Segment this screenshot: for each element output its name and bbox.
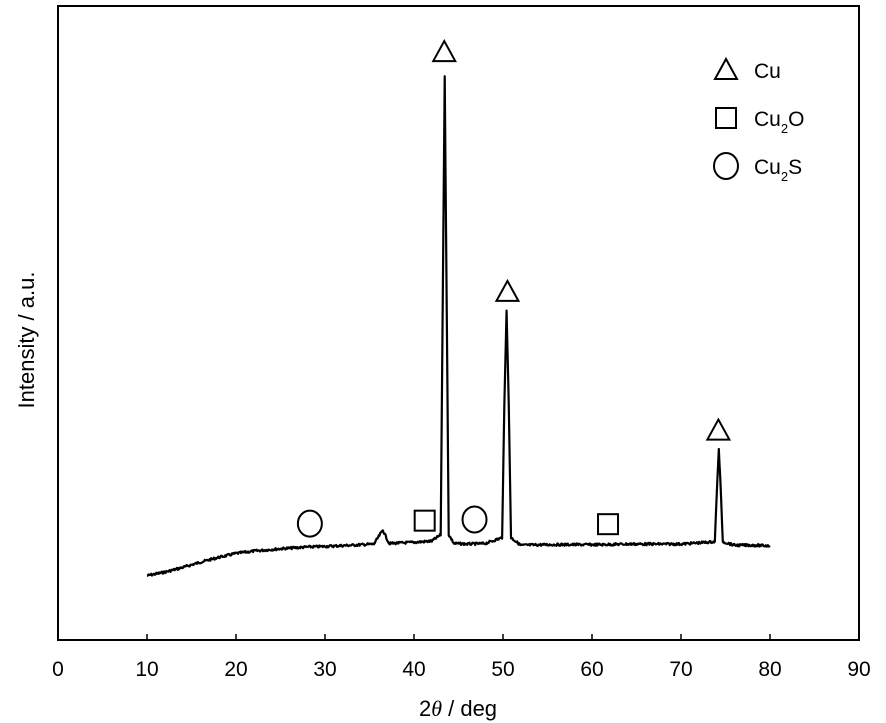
- x-tick-label: 70: [669, 658, 692, 681]
- legend-label: Cu2S: [754, 156, 802, 184]
- xrd-pattern-line: [146, 75, 771, 577]
- legend-circle-icon: [713, 152, 739, 180]
- marker-square-cu2o: [597, 513, 620, 536]
- legend-label: Cu2O: [754, 108, 804, 136]
- x-axis-label: 2θ / deg: [419, 696, 497, 721]
- marker-triangle-cu: [705, 417, 732, 441]
- series-layer: [146, 75, 771, 577]
- marker-triangle-cu: [494, 278, 521, 302]
- x-tick-label: 40: [402, 658, 425, 681]
- y-axis-label: Intensity / a.u.: [14, 272, 39, 409]
- x-tick-label: 80: [758, 658, 781, 681]
- marker-circle-cu2s: [296, 509, 323, 538]
- x-tick-label: 90: [847, 658, 870, 681]
- x-tick-label: 20: [224, 658, 247, 681]
- phase-markers: [296, 38, 732, 538]
- legend: Cu Cu2O Cu2S: [713, 56, 804, 184]
- marker-square-cu2o: [413, 509, 436, 532]
- legend-square-icon: [715, 107, 737, 129]
- x-tick-label: 50: [491, 658, 514, 681]
- x-axis-ticks: 0 10 20 30 40 50 60 70 80 90: [52, 634, 871, 681]
- legend-label: Cu: [754, 60, 781, 83]
- plot-frame: [57, 5, 860, 641]
- legend-triangle-icon: [713, 56, 739, 80]
- marker-triangle-cu: [431, 38, 457, 63]
- marker-circle-cu2s: [461, 505, 488, 534]
- x-tick-label: 0: [52, 658, 64, 681]
- x-tick-label: 60: [580, 658, 603, 681]
- x-tick-label: 30: [313, 658, 336, 681]
- x-tick-label: 10: [135, 658, 158, 681]
